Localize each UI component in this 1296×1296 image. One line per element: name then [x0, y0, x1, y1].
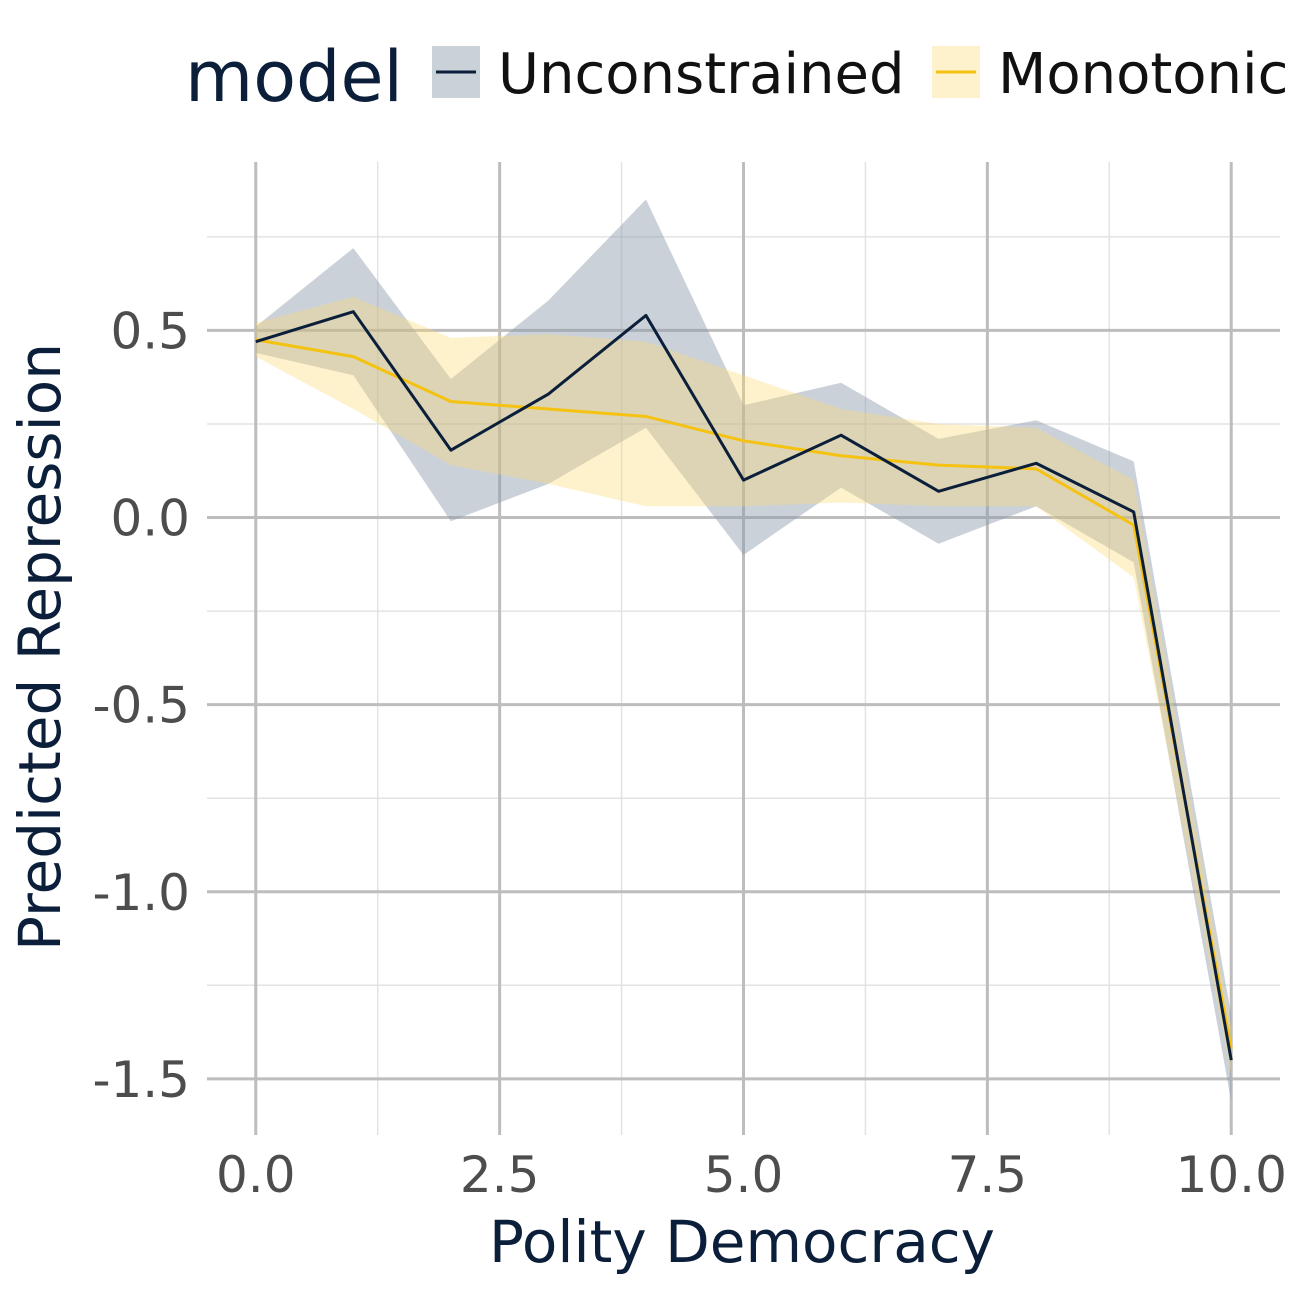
series-line-unconstrained	[255, 310, 1233, 1061]
legend-item-monotonic[interactable]: Monotonic	[932, 42, 1288, 107]
y-tick-label: -1.0	[92, 864, 190, 922]
confidence-band-monotonic	[255, 296, 1232, 1076]
confidence-bands	[255, 199, 1232, 1102]
x-tick-label: 2.5	[460, 1146, 540, 1204]
x-tick-labels: 0.0 2.5 5.0 7.5 10.0	[216, 1146, 1287, 1204]
series-line-monotonic	[255, 338, 1233, 1050]
y-tick-label: -1.5	[92, 1051, 190, 1109]
y-tick-label: -0.5	[92, 677, 190, 735]
confidence-band-unconstrained	[255, 199, 1232, 1102]
legend-title: model	[185, 36, 403, 118]
series-lines	[255, 310, 1233, 1061]
x-tick-label: 10.0	[1176, 1146, 1287, 1204]
grid	[207, 162, 1280, 1135]
y-tick-label: 0.5	[110, 302, 190, 360]
x-axis-title: Polity Democracy	[489, 1208, 995, 1276]
x-tick-label: 7.5	[948, 1146, 1028, 1204]
y-tick-label: 0.0	[110, 490, 190, 548]
legend-label-monotonic: Monotonic	[998, 42, 1288, 107]
x-tick-label: 0.0	[216, 1146, 296, 1204]
legend-item-unconstrained[interactable]: Unconstrained	[432, 42, 905, 107]
legend-label-unconstrained: Unconstrained	[498, 42, 905, 107]
x-tick-label: 5.0	[704, 1146, 784, 1204]
y-tick-labels: 0.5 0.0 -0.5 -1.0 -1.5	[92, 302, 190, 1108]
legend[interactable]: model Unconstrained Monotonic	[185, 36, 1288, 118]
y-axis-title: Predicted Repression	[6, 343, 74, 951]
